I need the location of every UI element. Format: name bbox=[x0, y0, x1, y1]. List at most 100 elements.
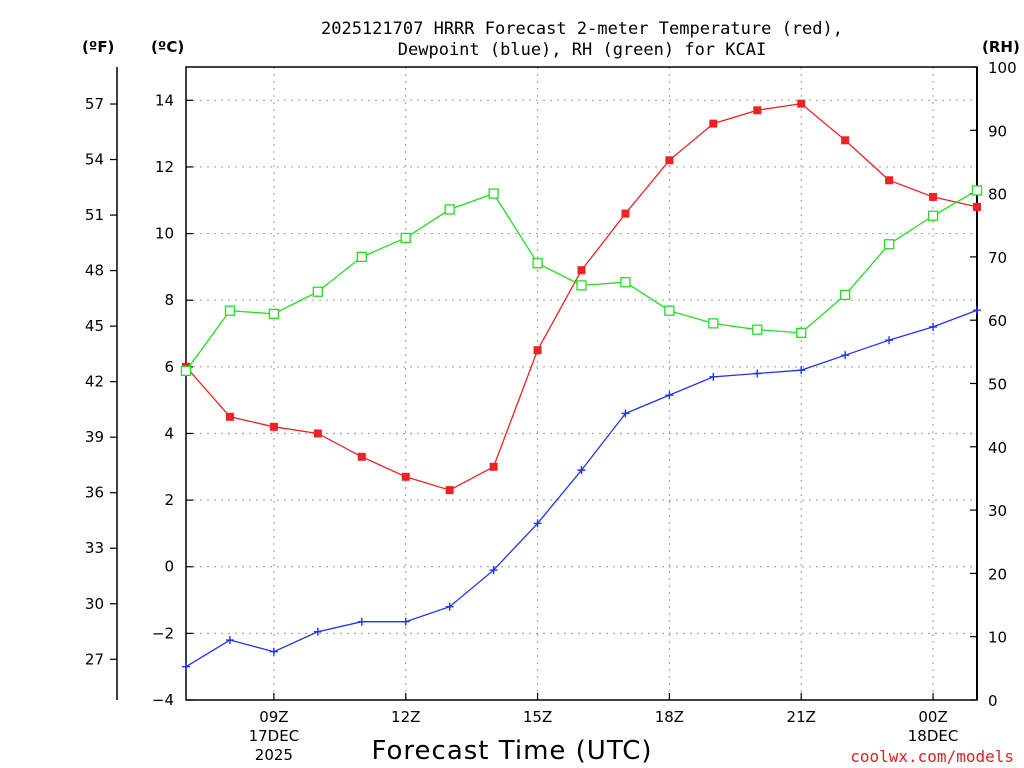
temperature-point bbox=[841, 136, 850, 145]
x-tick-year-label: 2025 bbox=[255, 746, 293, 764]
rh-tick-label: 50 bbox=[988, 376, 1007, 394]
dewpoint-point bbox=[357, 617, 366, 626]
celsius-tick-label: 2 bbox=[164, 491, 174, 509]
temperature-point bbox=[489, 462, 498, 471]
fahrenheit-tick-label: 30 bbox=[85, 595, 104, 613]
rh-point bbox=[356, 251, 367, 263]
fahrenheit-tick-label: 45 bbox=[85, 317, 104, 335]
celsius-unit-label: (ºC) bbox=[151, 38, 184, 56]
temperature-point bbox=[313, 429, 322, 438]
dewpoint-point bbox=[973, 306, 981, 315]
dewpoint-point bbox=[621, 409, 630, 418]
rh-tick-label: 20 bbox=[988, 565, 1007, 583]
x-tick-label: 09Z bbox=[259, 708, 288, 726]
rh-point bbox=[971, 185, 983, 196]
dewpoint-point bbox=[401, 617, 410, 626]
credit-text: coolwx.com/models bbox=[850, 747, 1014, 766]
celsius-tick-label: 6 bbox=[164, 358, 174, 376]
temperature-point bbox=[665, 156, 674, 165]
x-tick-label: 15Z bbox=[523, 708, 552, 726]
dewpoint-point bbox=[665, 391, 674, 400]
rh-point bbox=[883, 239, 895, 250]
rh-point bbox=[927, 210, 939, 221]
temperature-point bbox=[577, 266, 586, 275]
x-tick-date-label: 17DEC bbox=[249, 727, 300, 745]
x-axis-title: Forecast Time (UTC) bbox=[371, 736, 652, 766]
temperature-line bbox=[185, 102, 978, 491]
chart-title-line1: 2025121707 HRRR Forecast 2-meter Tempera… bbox=[321, 19, 843, 39]
data-series bbox=[180, 99, 983, 671]
x-tick-date-label: 18DEC bbox=[908, 727, 959, 745]
celsius-tick-label: 0 bbox=[164, 558, 174, 576]
rh-point bbox=[268, 308, 280, 320]
dewpoint-point bbox=[885, 336, 894, 345]
rh-point bbox=[400, 232, 411, 244]
temperature-point bbox=[753, 106, 762, 115]
celsius-tick-label: 12 bbox=[155, 158, 174, 176]
rh-point bbox=[180, 365, 192, 376]
rh-point bbox=[444, 204, 455, 215]
x-tick-label: 00Z bbox=[918, 708, 947, 726]
rh-point bbox=[796, 327, 807, 339]
temperature-point bbox=[357, 452, 366, 461]
rh-point bbox=[488, 188, 499, 199]
dewpoint-point bbox=[182, 662, 190, 671]
plot-frame bbox=[185, 66, 978, 701]
fahrenheit-unit-label: (ºF) bbox=[82, 38, 114, 56]
temperature-point bbox=[445, 486, 454, 495]
x-tick-label: 21Z bbox=[787, 708, 816, 726]
dewpoint-point bbox=[841, 351, 850, 360]
celsius-tick-label: −4 bbox=[152, 691, 174, 709]
rh-unit-label: (RH) bbox=[982, 38, 1020, 56]
temperature-point bbox=[269, 422, 278, 431]
rh-point bbox=[840, 289, 851, 301]
celsius-tick-label: 4 bbox=[164, 424, 174, 442]
rh-point bbox=[312, 286, 323, 297]
rh-point bbox=[752, 324, 763, 335]
temperature-point bbox=[533, 346, 542, 355]
fahrenheit-tick-label: 48 bbox=[85, 262, 104, 280]
temperature-point bbox=[709, 119, 718, 128]
fahrenheit-tick-label: 36 bbox=[85, 484, 104, 502]
celsius-tick-label: −2 bbox=[152, 624, 174, 642]
fahrenheit-tick-label: 33 bbox=[85, 539, 104, 557]
dewpoint-point bbox=[269, 647, 278, 656]
dewpoint-point bbox=[445, 602, 454, 611]
dewpoint-point bbox=[313, 627, 322, 636]
rh-point bbox=[708, 318, 719, 329]
fahrenheit-tick-label: 39 bbox=[85, 428, 104, 446]
rh-tick-label: 90 bbox=[988, 122, 1007, 140]
temperature-point bbox=[797, 99, 806, 108]
dewpoint-point bbox=[489, 566, 498, 575]
rh-tick-label: 70 bbox=[988, 249, 1007, 267]
temperature-point bbox=[401, 472, 410, 481]
rh-tick-label: 10 bbox=[988, 629, 1007, 647]
temperature-point bbox=[929, 192, 938, 201]
rh-point bbox=[664, 305, 675, 316]
rh-tick-label: 80 bbox=[988, 186, 1007, 204]
rh-tick-label: 0 bbox=[988, 692, 998, 710]
rh-point bbox=[576, 280, 587, 291]
temperature-point bbox=[885, 176, 894, 185]
rh-tick-label: 100 bbox=[988, 59, 1017, 77]
temperature-point bbox=[621, 209, 630, 218]
dewpoint-point bbox=[709, 372, 718, 381]
rh-point bbox=[532, 258, 543, 269]
fahrenheit-tick-label: 27 bbox=[85, 650, 104, 668]
temperature-point bbox=[225, 412, 234, 421]
celsius-tick-label: 8 bbox=[164, 291, 174, 309]
rh-point bbox=[224, 305, 236, 316]
fahrenheit-tick-label: 51 bbox=[85, 206, 104, 224]
fahrenheit-tick-label: 54 bbox=[85, 151, 104, 169]
temperature-point bbox=[973, 202, 981, 211]
celsius-tick-label: 10 bbox=[155, 225, 174, 243]
fahrenheit-tick-label: 42 bbox=[85, 373, 104, 391]
dewpoint-point bbox=[797, 366, 806, 375]
dewpoint-point bbox=[753, 369, 762, 378]
axes: −4 −2 0 2 4 6 8 10 12 14 27 30 33 36 39 42 45 48 51 54 57 0 10… bbox=[85, 59, 1017, 764]
fahrenheit-tick-label: 57 bbox=[85, 95, 104, 113]
dewpoint-point bbox=[929, 322, 938, 331]
dewpoint-point bbox=[533, 519, 542, 528]
dewpoint-point bbox=[577, 466, 586, 475]
